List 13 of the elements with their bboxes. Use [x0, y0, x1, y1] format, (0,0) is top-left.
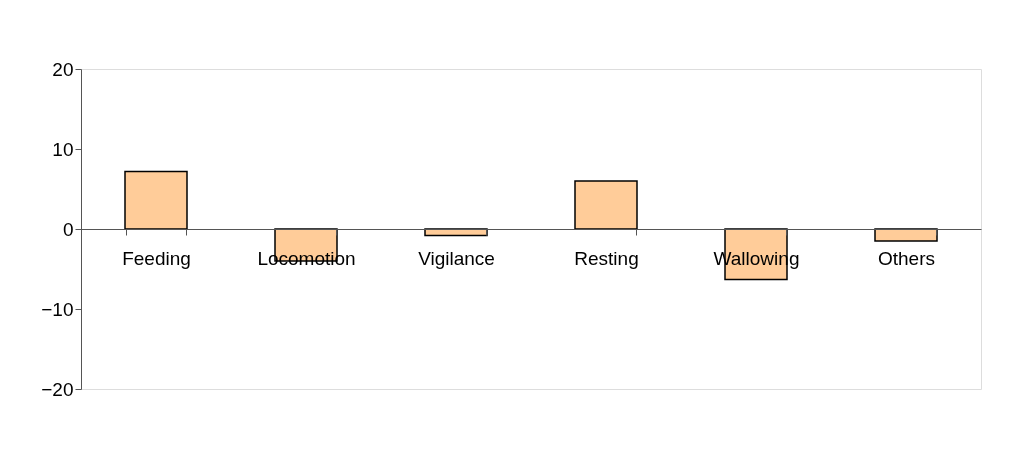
y-tick-label: 0: [62, 218, 74, 240]
x-tick-label: Others: [877, 247, 936, 269]
y-tick-label: −10: [41, 298, 74, 320]
bar: [574, 180, 638, 230]
bar: [874, 228, 938, 242]
y-tick-label: 10: [52, 138, 74, 160]
y-tick-label: 20: [52, 58, 74, 80]
x-tick-label: Feeding: [122, 247, 191, 269]
y-tick-label: −20: [41, 378, 74, 400]
bar: [124, 170, 188, 230]
bar: [424, 228, 488, 237]
x-tick-label: Vigilance: [418, 247, 495, 269]
x-tick-label: Resting: [574, 247, 639, 269]
